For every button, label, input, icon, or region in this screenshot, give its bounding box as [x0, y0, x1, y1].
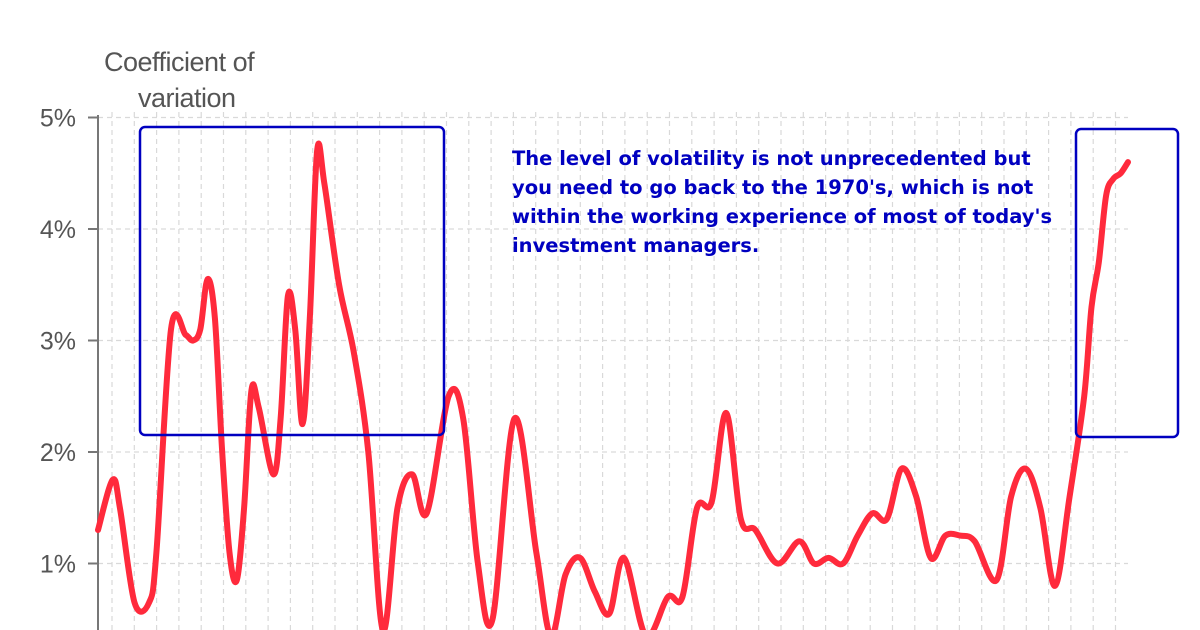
data-point [592, 588, 598, 595]
data-point [1096, 259, 1102, 265]
data-point [709, 499, 715, 505]
data-point [913, 494, 919, 500]
annotation-note: The level of volatility is not unprecede… [512, 147, 1053, 257]
data-point [489, 616, 496, 622]
data-point [336, 282, 342, 288]
data-point [1052, 583, 1058, 589]
data-point [153, 549, 159, 556]
data-point [1037, 505, 1043, 511]
data-point [993, 577, 1000, 583]
data-point [825, 555, 832, 561]
data-point [292, 326, 298, 332]
y-axis-title-line-2: variation [138, 83, 236, 113]
data-point [972, 538, 978, 544]
data-point [256, 404, 262, 410]
data-point [183, 332, 189, 338]
highlight-box-1970s [138, 125, 446, 437]
data-point [226, 549, 233, 556]
data-point [840, 560, 846, 567]
data-point [285, 293, 291, 299]
data-point [774, 560, 781, 567]
y-axis-ticks: 5% 4% 3% 2% 1% [40, 105, 98, 579]
data-point [270, 471, 276, 477]
data-point [884, 516, 890, 522]
data-point [380, 627, 386, 630]
data-point [365, 449, 371, 455]
data-point [665, 594, 671, 600]
highlight-box-recent [1074, 127, 1180, 439]
data-point [869, 510, 875, 516]
data-point [197, 326, 203, 332]
data-point [694, 505, 700, 511]
data-point [957, 533, 963, 539]
data-point [811, 560, 817, 567]
data-point [1008, 494, 1014, 500]
data-point [855, 533, 861, 539]
data-point [475, 560, 481, 567]
data-point [131, 599, 138, 606]
data-point [1110, 176, 1116, 182]
data-point [409, 471, 415, 477]
data-point [205, 276, 211, 282]
data-point [314, 148, 320, 154]
data-point [928, 555, 934, 561]
data-point [1103, 193, 1109, 199]
data-point [321, 181, 328, 187]
data-point [533, 549, 539, 556]
data-point [1023, 466, 1029, 472]
data-point [679, 594, 686, 600]
data-point [738, 516, 744, 522]
data-point [424, 510, 430, 516]
data-point [752, 527, 759, 533]
data-point [351, 349, 357, 355]
y-tick-label: 5% [40, 105, 76, 133]
data-point [117, 505, 123, 511]
data-point [1081, 393, 1087, 399]
data-point [1088, 304, 1095, 310]
data-point [307, 315, 313, 321]
data-point [1067, 494, 1073, 500]
data-point [168, 326, 174, 332]
data-point [234, 577, 240, 583]
data-point [299, 421, 306, 427]
data-point [562, 572, 569, 578]
data-point [942, 533, 949, 539]
data-point [621, 555, 627, 561]
data-point [577, 555, 583, 561]
data-point [1125, 159, 1131, 165]
data-point [898, 466, 905, 472]
y-axis-title: Coefficient of variation [104, 44, 255, 116]
y-tick-label: 1% [40, 551, 76, 579]
data-point [511, 416, 517, 422]
data-point [446, 393, 452, 399]
data-point [248, 388, 254, 394]
data-point [723, 410, 729, 416]
y-tick-label: 2% [40, 439, 76, 467]
data-point [219, 449, 225, 455]
y-tick-label: 4% [40, 216, 76, 244]
data-point [796, 538, 802, 544]
data-point [110, 477, 116, 483]
series-layer [95, 140, 1131, 630]
data-point [606, 611, 612, 617]
data-point [394, 505, 401, 511]
data-point [1118, 170, 1124, 176]
data-point [278, 416, 284, 422]
y-tick-label: 3% [40, 328, 76, 356]
data-point [241, 505, 247, 511]
data-point [460, 416, 466, 422]
y-axis-title-line-1: Coefficient of [104, 47, 255, 77]
data-point [146, 599, 152, 606]
data-point [190, 337, 196, 344]
data-point [212, 315, 218, 321]
data-point [95, 527, 101, 533]
